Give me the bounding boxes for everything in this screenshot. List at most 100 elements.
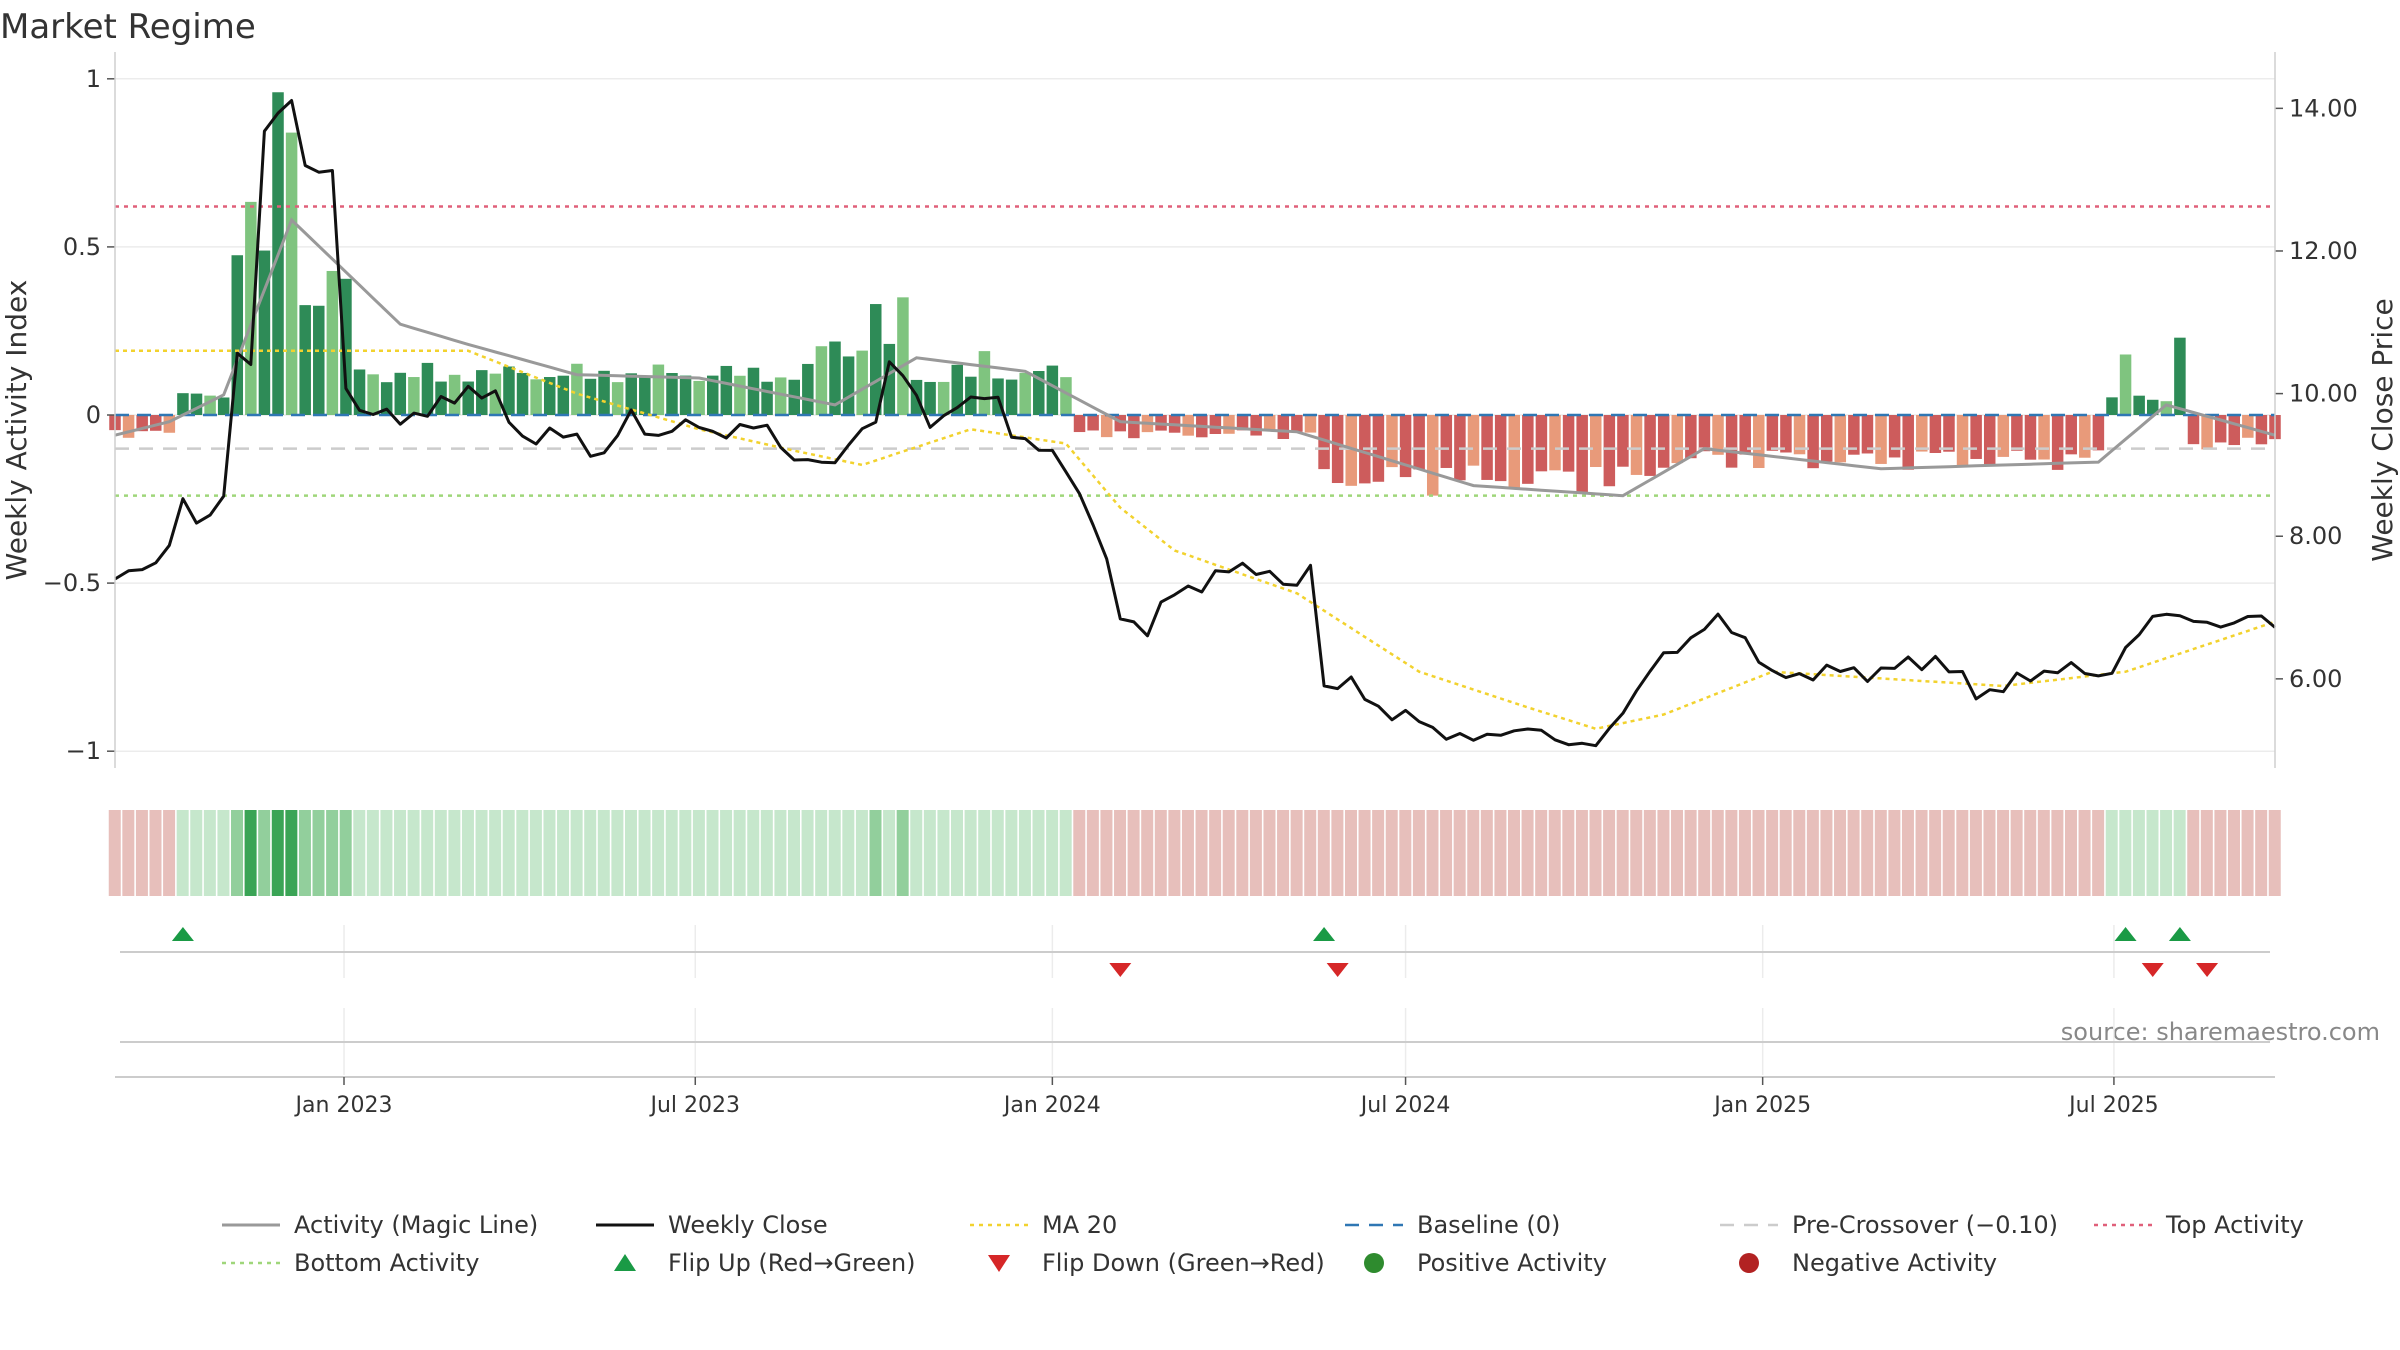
activity-bar [394,372,407,415]
regime-strip-cell [1372,810,1385,896]
regime-strip-cell [652,810,665,896]
regime-strip-cell [1114,810,1127,896]
regime-strip-cell [1467,810,1480,896]
regime-strip-cell [2214,810,2227,896]
regime-strip-cell [461,810,474,896]
regime-strip-cell [1249,810,1262,896]
regime-strip-cell [584,810,597,896]
y-axis-right-label: Weekly Close Price [2366,298,2399,561]
activity-bar [1100,415,1113,438]
activity-bar [1508,415,1520,488]
regime-strip-layer [108,810,2281,896]
activity-bar [1657,415,1670,468]
regime-strip-cell [529,810,542,896]
regime-strip-cell [1725,810,1738,896]
activity-bar [1372,415,1385,482]
regime-strip-cell [1399,810,1412,896]
regime-strip-cell [828,810,841,896]
regime-strip-cell [1575,810,1588,896]
activity-bar [625,373,637,415]
legend-label: Pre-Crossover (−0.10) [1792,1211,2058,1239]
activity-bar [285,132,298,415]
regime-strip-cell [489,810,502,896]
activity-bar [1671,415,1684,464]
activity-bar [476,370,488,415]
activity-bar [1060,377,1072,415]
activity-bar [897,297,909,415]
legend-swatch [614,1254,636,1271]
activity-bar [408,377,420,415]
activity-bar [611,382,624,415]
regime-strip-cell [570,810,583,896]
chart-title: Market Regime [0,7,256,47]
activity-bar [1386,415,1398,468]
regime-strip-cell [2105,810,2118,896]
regime-strip-cell [1698,810,1711,896]
y-left-tick-label: 0 [86,401,101,429]
regime-strip-cell [2187,810,2200,896]
regime-strip-cell [978,810,991,896]
regime-strip-cell [149,810,162,896]
activity-bar [1576,415,1588,494]
activity-bar [557,375,570,415]
regime-strip-cell [1005,810,1018,896]
regime-strip-cell [1059,810,1072,896]
regime-strip-cell [122,810,135,896]
regime-strip-cell [1209,810,1222,896]
legend-label: Negative Activity [1792,1249,1997,1277]
activity-bar [326,270,339,415]
regime-strip-cell [1956,810,1969,896]
activity-bar [1331,415,1344,484]
regime-strip-cell [1861,810,1874,896]
activity-bar [1236,415,1249,431]
activity-bar [353,369,366,415]
regime-strip-cell [1779,810,1792,896]
regime-strip-cell [910,810,923,896]
regime-strip-cell [1766,810,1779,896]
flip-up-marker [171,927,194,941]
activity-bar [1426,415,1439,496]
regime-strip-cell [896,810,909,896]
activity-bar [258,250,271,415]
activity-bar [462,381,474,415]
activity-bar [1046,365,1059,415]
activity-bar [1753,415,1765,469]
activity-bar [2092,415,2105,451]
y-right-tick-label: 8.00 [2289,522,2342,550]
regime-strip-cell [665,810,678,896]
regime-strip-cell [448,810,461,896]
regime-strip-cell [1507,810,1520,896]
activity-bar [1087,415,1099,431]
regime-strip-cell [2268,810,2281,896]
regime-strip-cell [258,810,271,896]
regime-strip-cell [624,810,637,896]
activity-bar [1128,415,1140,439]
activity-bar [1943,415,1955,452]
activity-bar [1902,415,1914,470]
activity-bar [1263,415,1276,431]
regime-strip-cell [815,810,828,896]
activity-bar [2228,415,2240,446]
flip-down-marker [2196,963,2219,977]
regime-strip-cell [1874,810,1887,896]
regime-strip-cell [1793,810,1806,896]
regime-strip-cell [2010,810,2023,896]
activity-bar [1780,415,1792,453]
activity-bar [1304,415,1317,433]
activity-bar [2119,354,2132,415]
regime-strip-cell [1290,810,1303,896]
activity-bar [1440,415,1453,468]
regime-strip-cell [339,810,352,896]
legend-label: Top Activity [2165,1211,2304,1239]
regime-strip-cell [1806,810,1819,896]
regime-strip-cell [285,810,298,896]
regime-strip-cell [1929,810,1942,896]
x-axis-layer: Jan 2023 Jul 2023 Jan 2024 Jul 2024 Jan 2025… [115,1076,2275,1118]
legend-label: Flip Up (Red→Green) [668,1249,916,1277]
regime-strip-cell [2255,810,2268,896]
y-right-tick-label: 12.00 [2289,237,2358,265]
activity-bar [2079,415,2091,458]
regime-strip-cell [1548,810,1561,896]
activity-bar [571,363,583,415]
